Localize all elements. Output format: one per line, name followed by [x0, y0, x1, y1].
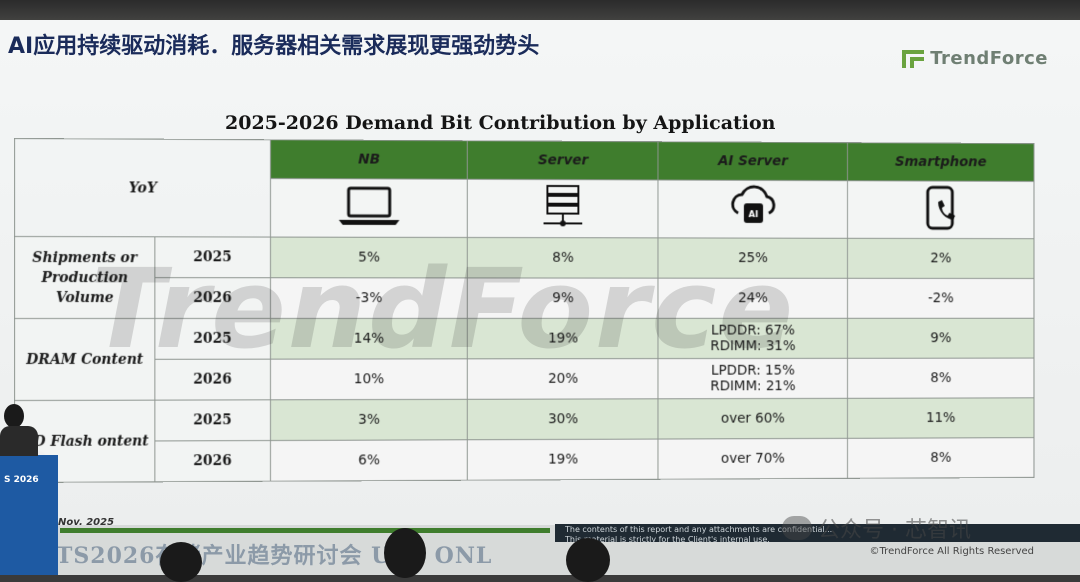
- table-cell-ai-server-dram: LPDDR: 15% RDIMM: 21%: [658, 358, 847, 399]
- table-cell: 10%: [270, 359, 467, 400]
- table-row: 2026 6% 19% over 70% 8%: [14, 438, 1033, 483]
- svg-text:AI: AI: [748, 210, 758, 220]
- cell-line: LPDDR: 67%: [659, 323, 847, 339]
- table-cell: 2%: [847, 238, 1034, 278]
- event-banner: TS2026存储产业趋势研讨会 USE ONL: [56, 538, 492, 570]
- wechat-label: 公众号 · 芯智讯: [818, 512, 971, 544]
- copyright: ©TrendForce All Rights Reserved: [870, 546, 1034, 557]
- column-header-smartphone: Smartphone: [847, 143, 1034, 182]
- audience-head: [160, 542, 202, 582]
- table-cell: 30%: [467, 399, 658, 440]
- audience-head: [566, 538, 610, 582]
- table-cell: -3%: [270, 278, 467, 319]
- demand-table: YoY NB Server AI Server Smartphone: [14, 138, 1034, 483]
- table-cell: 20%: [467, 359, 658, 400]
- table-cell: 9%: [467, 278, 658, 318]
- ai-cloud-chip-icon: AI: [722, 184, 783, 231]
- table-cell: 9%: [847, 318, 1034, 358]
- table-row: DRAM Content 2025 14% 19% LPDDR: 67% RDI…: [14, 318, 1033, 359]
- table-cell: 24%: [658, 278, 847, 318]
- corner-label: YoY: [14, 139, 270, 238]
- trendforce-logo: TrendForce: [902, 48, 1048, 69]
- table-cell-ai-server-dram: LPDDR: 67% RDIMM: 31%: [658, 318, 847, 358]
- brand-name: TrendForce: [930, 48, 1048, 69]
- smartphone-icon-cell: [847, 181, 1034, 239]
- presentation-slide: AI应用持续驱动消耗．服务器相关需求展现更强劲势头 TrendForce 202…: [0, 20, 1080, 540]
- year-label: 2026: [155, 278, 270, 319]
- year-label: 2025: [155, 318, 270, 359]
- table-cell: 8%: [847, 358, 1034, 398]
- cell-line: LPDDR: 15%: [659, 363, 847, 379]
- speaker-silhouette: [0, 400, 40, 480]
- column-header-ai-server: AI Server: [658, 142, 847, 181]
- column-header-nb: NB: [270, 140, 467, 179]
- year-label: 2025: [155, 237, 270, 278]
- table-cell: 3%: [270, 399, 467, 440]
- cell-line: RDIMM: 21%: [659, 378, 847, 394]
- table-cell: 19%: [467, 318, 658, 359]
- table-row: 2026 -3% 9% 24% -2%: [14, 278, 1033, 319]
- table-cell: 19%: [467, 439, 658, 480]
- laptop-icon: [335, 184, 404, 228]
- table-cell: 6%: [270, 440, 467, 481]
- wechat-watermark: 公众号 · 芯智讯: [782, 512, 971, 544]
- table-row: ND Flash ontent 2025 3% 30% over 60% 11%: [14, 398, 1033, 442]
- server-icon-cell: [467, 179, 658, 238]
- ai-server-icon-cell: AI: [658, 180, 847, 238]
- table-cell: over 60%: [658, 398, 847, 439]
- year-label: 2026: [155, 359, 270, 400]
- table-row: Shipments or Production Volume 2025 5% 8…: [14, 237, 1033, 279]
- table-row: 2026 10% 20% LPDDR: 15% RDIMM: 21% 8%: [14, 358, 1033, 400]
- table-cell: 8%: [467, 237, 658, 278]
- table-cell: 14%: [270, 318, 467, 359]
- nb-icon-cell: [270, 178, 467, 237]
- cell-line: RDIMM: 31%: [659, 338, 847, 354]
- table-cell: 11%: [847, 398, 1034, 438]
- year-label: 2025: [155, 400, 270, 441]
- chart-title: 2025-2026 Demand Bit Contribution by App…: [225, 112, 775, 134]
- smartphone-icon: [920, 184, 962, 231]
- table-cell: -2%: [847, 278, 1034, 318]
- group-label-dram: DRAM Content: [14, 318, 154, 400]
- table-cell: 25%: [658, 238, 847, 278]
- table-cell: over 70%: [658, 438, 847, 479]
- group-label-shipments: Shipments or Production Volume: [14, 237, 154, 319]
- table-cell: 5%: [270, 237, 467, 278]
- table-cell: 8%: [847, 438, 1034, 479]
- year-label: 2026: [155, 441, 270, 482]
- audience-head: [384, 528, 426, 578]
- footer-date: Nov. 2025: [58, 517, 114, 528]
- column-header-server: Server: [467, 141, 658, 180]
- wechat-icon: [782, 516, 812, 540]
- slide-headline: AI应用持续驱动消耗．服务器相关需求展现更强劲势头: [8, 28, 539, 60]
- footer-accent-strip: [60, 528, 550, 533]
- trendforce-mark-icon: [902, 50, 924, 68]
- server-rack-icon: [534, 184, 592, 229]
